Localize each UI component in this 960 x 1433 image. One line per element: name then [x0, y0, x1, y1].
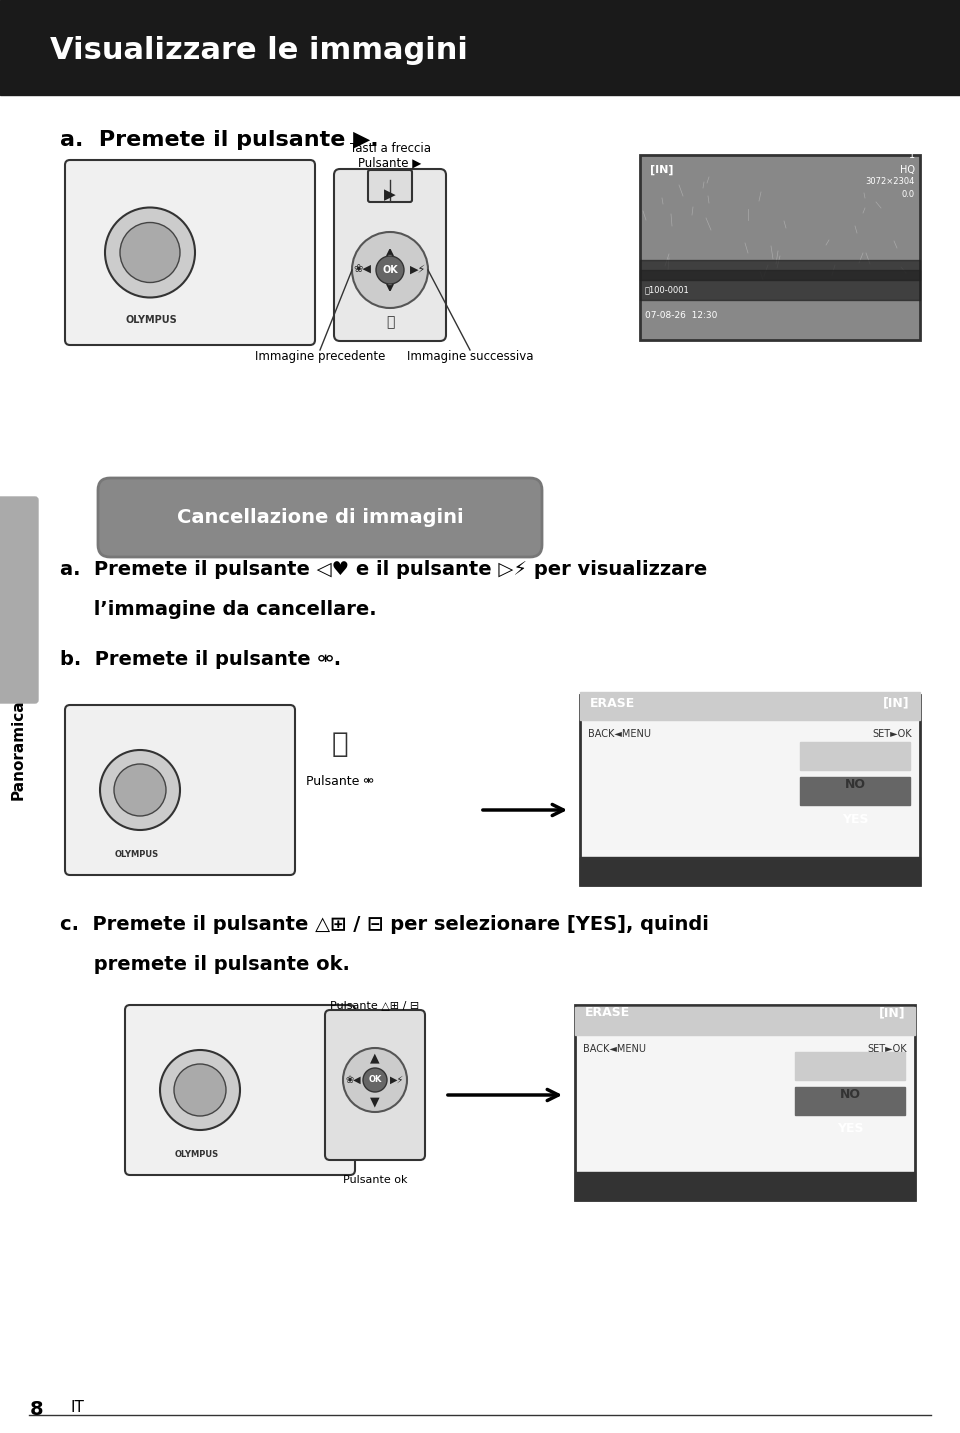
Text: SET►OK: SET►OK [868, 1045, 907, 1055]
Circle shape [120, 222, 180, 282]
Bar [795, 1088, 905, 1115]
Text: BACK◄MENU: BACK◄MENU [588, 729, 651, 739]
Text: Tasti a freccia: Tasti a freccia [349, 142, 430, 155]
Bar [0, 0, 960, 95]
Text: ▶: ▶ [384, 186, 396, 202]
Text: NO: NO [845, 778, 866, 791]
Bar [795, 1052, 905, 1080]
Circle shape [376, 257, 404, 284]
Text: BACK◄MENU: BACK◄MENU [583, 1045, 646, 1055]
Text: premete il pulsante ok.: premete il pulsante ok. [60, 954, 349, 974]
Text: Pulsante ok: Pulsante ok [343, 1175, 407, 1185]
FancyBboxPatch shape [325, 1010, 425, 1159]
Text: [IN]: [IN] [883, 696, 910, 709]
FancyBboxPatch shape [98, 479, 542, 557]
FancyBboxPatch shape [0, 497, 38, 704]
Text: Visualizzare le immagini: Visualizzare le immagini [50, 36, 468, 64]
FancyBboxPatch shape [125, 1005, 355, 1175]
Text: [IN]: [IN] [650, 165, 674, 175]
Text: 🗑: 🗑 [332, 729, 348, 758]
Text: [IN]: [IN] [878, 1006, 905, 1019]
Circle shape [352, 232, 428, 308]
Bar [640, 269, 920, 299]
Circle shape [105, 208, 195, 298]
Text: ❀◀: ❀◀ [353, 265, 371, 275]
Text: Panoramica: Panoramica [11, 699, 26, 800]
Bar [580, 857, 920, 886]
Text: OK: OK [369, 1076, 382, 1085]
Text: ERASE: ERASE [585, 1006, 631, 1019]
FancyBboxPatch shape [65, 705, 295, 876]
Text: 07-08-26  12:30: 07-08-26 12:30 [645, 311, 717, 320]
Bar [580, 695, 920, 886]
Circle shape [343, 1048, 407, 1112]
Text: ⬛100-0001: ⬛100-0001 [645, 285, 689, 295]
Bar [575, 1005, 915, 1199]
Text: Immagine precedente: Immagine precedente [254, 350, 385, 363]
Text: NO: NO [839, 1088, 860, 1101]
FancyBboxPatch shape [334, 169, 446, 341]
FancyBboxPatch shape [65, 160, 315, 345]
Bar [640, 259, 920, 279]
Text: Pulsante ▶: Pulsante ▶ [358, 158, 421, 171]
Text: 8: 8 [30, 1400, 43, 1419]
Text: OLYMPUS: OLYMPUS [115, 850, 159, 858]
Text: l’immagine da cancellare.: l’immagine da cancellare. [60, 600, 376, 619]
Text: Pulsante ⚮: Pulsante ⚮ [306, 775, 374, 788]
Text: a.  Premete il pulsante ▶.: a. Premete il pulsante ▶. [60, 130, 378, 150]
Text: 0.0: 0.0 [901, 191, 915, 199]
Text: Cancellazione di immagini: Cancellazione di immagini [177, 509, 464, 527]
FancyBboxPatch shape [368, 171, 412, 202]
Text: Immagine successiva: Immagine successiva [407, 350, 533, 363]
Circle shape [114, 764, 166, 815]
Text: c.  Premete il pulsante △⊞ / ⊟ per selezionare [YES], quindi: c. Premete il pulsante △⊞ / ⊟ per selezi… [60, 916, 708, 934]
Text: OLYMPUS: OLYMPUS [125, 315, 177, 325]
Circle shape [100, 749, 180, 830]
Text: OK: OK [382, 265, 397, 275]
Text: SET►OK: SET►OK [873, 729, 912, 739]
Text: ERASE: ERASE [590, 696, 636, 709]
Text: ⏱: ⏱ [386, 315, 395, 330]
Text: ▶⚡: ▶⚡ [410, 265, 426, 275]
Text: ❀◀: ❀◀ [346, 1075, 361, 1085]
Text: YES: YES [842, 813, 868, 825]
Text: IT: IT [70, 1400, 84, 1414]
Text: OLYMPUS: OLYMPUS [175, 1151, 219, 1159]
Text: 1: 1 [909, 150, 915, 160]
Circle shape [174, 1063, 226, 1116]
Text: HQ: HQ [900, 165, 915, 175]
Bar [800, 742, 910, 770]
Text: b.  Premete il pulsante ⚮.: b. Premete il pulsante ⚮. [60, 651, 341, 669]
Bar [575, 1007, 915, 1035]
Bar [575, 1172, 915, 1199]
Bar [800, 777, 910, 805]
Text: a.  Premete il pulsante ◁♥ e il pulsante ▷⚡ per visualizzare: a. Premete il pulsante ◁♥ e il pulsante … [60, 560, 708, 579]
Text: 3072×2304: 3072×2304 [866, 178, 915, 186]
Text: ▲: ▲ [371, 1052, 380, 1065]
Circle shape [363, 1068, 387, 1092]
Bar [640, 155, 920, 340]
Text: ▼: ▼ [371, 1095, 380, 1109]
Text: YES: YES [837, 1122, 863, 1135]
Text: Pulsante △⊞ / ⊟: Pulsante △⊞ / ⊟ [330, 1000, 420, 1010]
Bar [580, 692, 920, 719]
Text: ▶⚡: ▶⚡ [390, 1075, 404, 1085]
Circle shape [160, 1050, 240, 1131]
